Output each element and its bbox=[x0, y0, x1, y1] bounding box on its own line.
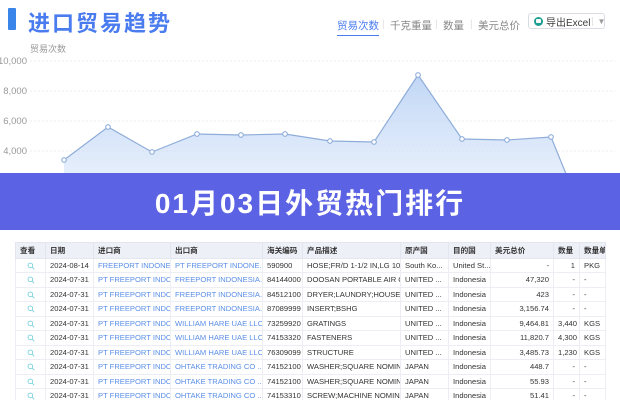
svg-text:10,000: 10,000 bbox=[0, 56, 27, 67]
svg-text:8,000: 8,000 bbox=[3, 86, 27, 97]
svg-text:4,000: 4,000 bbox=[3, 146, 27, 157]
svg-text:6,000: 6,000 bbox=[3, 116, 27, 127]
